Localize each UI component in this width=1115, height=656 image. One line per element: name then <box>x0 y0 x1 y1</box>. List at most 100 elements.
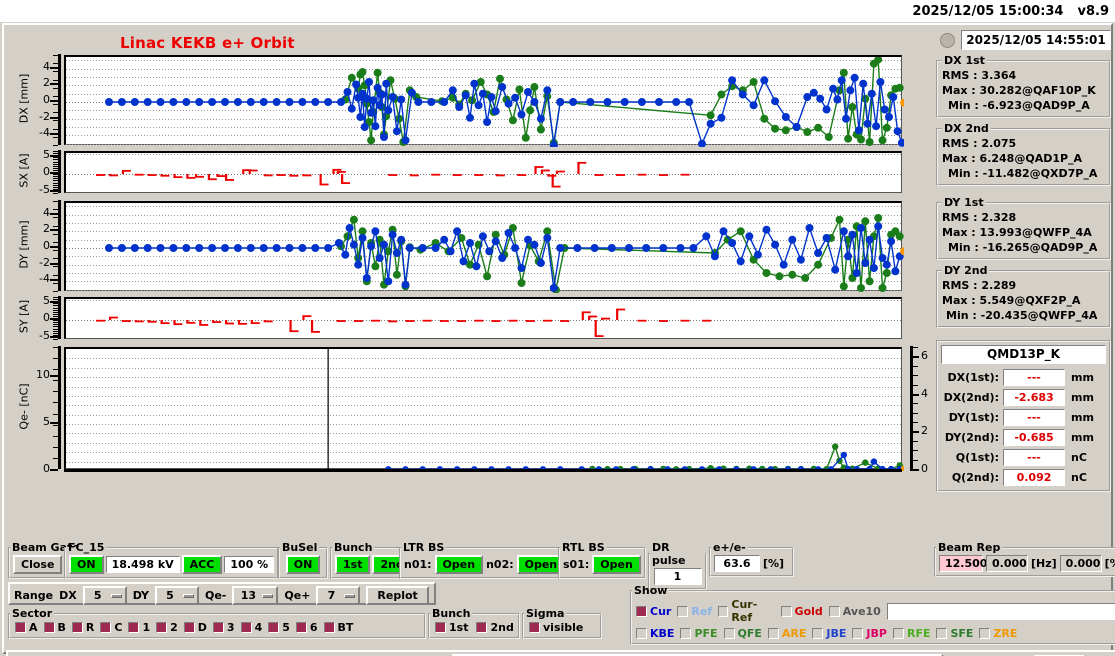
sector-item-bt[interactable]: BT <box>323 621 353 634</box>
readout-row: DY(1st): --- mm <box>941 407 1106 427</box>
checkbox-label: C <box>114 621 123 634</box>
sector-item-2[interactable]: 2 <box>156 621 178 634</box>
checkbox-indicator[interactable] <box>476 622 488 633</box>
checkbox-indicator[interactable] <box>43 622 55 633</box>
checkbox-indicator[interactable] <box>128 622 140 633</box>
checkbox-indicator[interactable] <box>680 628 692 639</box>
checkbox-indicator[interactable] <box>323 622 335 633</box>
max-label: Max : <box>942 84 976 97</box>
checkbox-indicator[interactable] <box>240 622 252 633</box>
checkbox-indicator[interactable] <box>212 622 224 633</box>
checkbox-indicator[interactable] <box>828 605 840 617</box>
checkbox-indicator[interactable] <box>156 622 168 633</box>
sector-item-d[interactable]: D <box>183 621 207 634</box>
plot-canvas[interactable] <box>64 201 904 293</box>
max-value: 6.248@QAD1P_A <box>979 152 1083 165</box>
bunch-item-1st[interactable]: 1st <box>435 621 468 634</box>
checkbox-indicator[interactable] <box>435 622 446 633</box>
fc-percent-field[interactable]: 100 % <box>224 556 275 573</box>
show-item-jbp[interactable]: JBP <box>852 627 887 640</box>
fc-acc-button[interactable]: ACC <box>181 555 223 574</box>
show-item-jbe[interactable]: JBE <box>812 627 846 640</box>
stats-rms-row: RMS : 2.075 <box>942 136 1105 151</box>
checkbox-indicator[interactable] <box>718 605 729 617</box>
checkbox-indicator[interactable] <box>812 628 824 639</box>
sector-item-6[interactable]: 6 <box>295 621 318 634</box>
ltr-n01-button[interactable]: Open <box>434 555 484 574</box>
gridline <box>66 461 901 463</box>
sector-item-3[interactable]: 3 <box>212 621 235 634</box>
range-dy-select[interactable]: 5 <box>154 586 199 605</box>
show-item-qfe[interactable]: QFE <box>723 627 762 640</box>
checkbox-label: PFE <box>694 627 718 640</box>
dr-pulse-field[interactable]: 1 <box>653 568 702 585</box>
range-qe-plus-select[interactable]: 7 <box>316 586 361 605</box>
show-item-cur[interactable]: Cur <box>636 605 671 618</box>
ref-name-input[interactable] <box>886 602 1115 620</box>
replot-button[interactable]: Replot <box>366 586 429 605</box>
plot-canvas[interactable] <box>64 151 902 193</box>
show-item-ave10[interactable]: Ave10 <box>828 605 881 618</box>
snapshot-time-field[interactable]: 2025/12/05 14:55:01 <box>961 30 1111 50</box>
beam-gate-close-1[interactable]: Close <box>13 555 63 574</box>
axis-tick <box>53 413 58 415</box>
checkbox-indicator[interactable] <box>529 622 540 633</box>
readout-unit: mm <box>1071 410 1094 424</box>
checkbox-indicator[interactable] <box>100 622 112 633</box>
checkbox-indicator[interactable] <box>892 628 904 639</box>
checkbox-indicator[interactable] <box>636 628 647 639</box>
checkbox-indicator[interactable] <box>936 628 948 639</box>
rtl-s01-button[interactable]: Open <box>592 555 641 574</box>
readout-key: Q(2nd): <box>951 470 999 484</box>
sector-item-r[interactable]: R <box>71 621 94 634</box>
checkbox-indicator[interactable] <box>15 622 26 633</box>
beam-rep-value-1[interactable]: 12.500 <box>939 555 987 572</box>
ltr-n02-button[interactable]: Open <box>516 555 566 574</box>
ratio-field[interactable]: 63.6 <box>714 555 760 572</box>
checkbox-indicator[interactable] <box>677 605 689 617</box>
plot-canvas[interactable] <box>64 297 902 339</box>
checkbox-indicator[interactable] <box>767 628 779 639</box>
sector-item-1[interactable]: 1 <box>128 621 150 634</box>
show-item-zre[interactable]: ZRE <box>979 627 1017 640</box>
readout-unit: mm <box>1071 370 1094 384</box>
sector-item-5[interactable]: 5 <box>268 621 290 634</box>
sigma-item-visible[interactable]: visible <box>529 621 583 634</box>
show-item-pfe[interactable]: PFE <box>680 627 718 640</box>
checkbox-indicator[interactable] <box>295 622 307 633</box>
checkbox-indicator[interactable] <box>780 605 792 617</box>
y-tick-label: 4 <box>43 59 50 73</box>
show-item-ref[interactable]: Ref <box>677 605 712 618</box>
range-qe-minus-select[interactable]: 13 <box>232 586 279 605</box>
checkbox-indicator[interactable] <box>71 622 83 633</box>
sector-item-b[interactable]: B <box>43 621 66 634</box>
range-dx-select[interactable]: 5 <box>82 586 127 605</box>
busel-on-button[interactable]: ON <box>285 555 321 574</box>
checkbox-indicator[interactable] <box>268 622 280 633</box>
plot-canvas[interactable] <box>64 55 904 147</box>
checkbox-indicator[interactable] <box>979 628 991 639</box>
axis-tick <box>913 422 918 424</box>
bunch-1st-button[interactable]: 1st <box>335 555 371 574</box>
sector-item-a[interactable]: A <box>15 621 38 634</box>
show-item-gold[interactable]: Gold <box>780 605 823 618</box>
sector-item-c[interactable]: C <box>100 621 122 634</box>
checkbox-indicator[interactable] <box>723 628 735 639</box>
show-item-rfe[interactable]: RFE <box>892 627 930 640</box>
axis-tick <box>53 303 58 305</box>
checkbox-indicator[interactable] <box>852 628 864 639</box>
plot-canvas[interactable] <box>64 347 904 471</box>
show-item-cur-ref[interactable]: Cur-Ref <box>718 598 774 624</box>
gridline <box>66 273 901 274</box>
show-item-kbe[interactable]: KBE <box>636 627 674 640</box>
fc-on-button[interactable]: ON <box>69 555 104 574</box>
show-item-sfe[interactable]: SFE <box>936 627 973 640</box>
fc-voltage-field[interactable]: 18.498 kV <box>105 556 180 573</box>
y-axis-spine <box>58 200 61 291</box>
checkbox-indicator[interactable] <box>636 605 647 617</box>
checkbox-indicator[interactable] <box>183 622 195 633</box>
show-item-are[interactable]: ARE <box>767 627 806 640</box>
sector-item-4[interactable]: 4 <box>240 621 262 634</box>
bunch-item-2nd[interactable]: 2nd <box>476 621 514 634</box>
axis-tick <box>913 384 918 386</box>
